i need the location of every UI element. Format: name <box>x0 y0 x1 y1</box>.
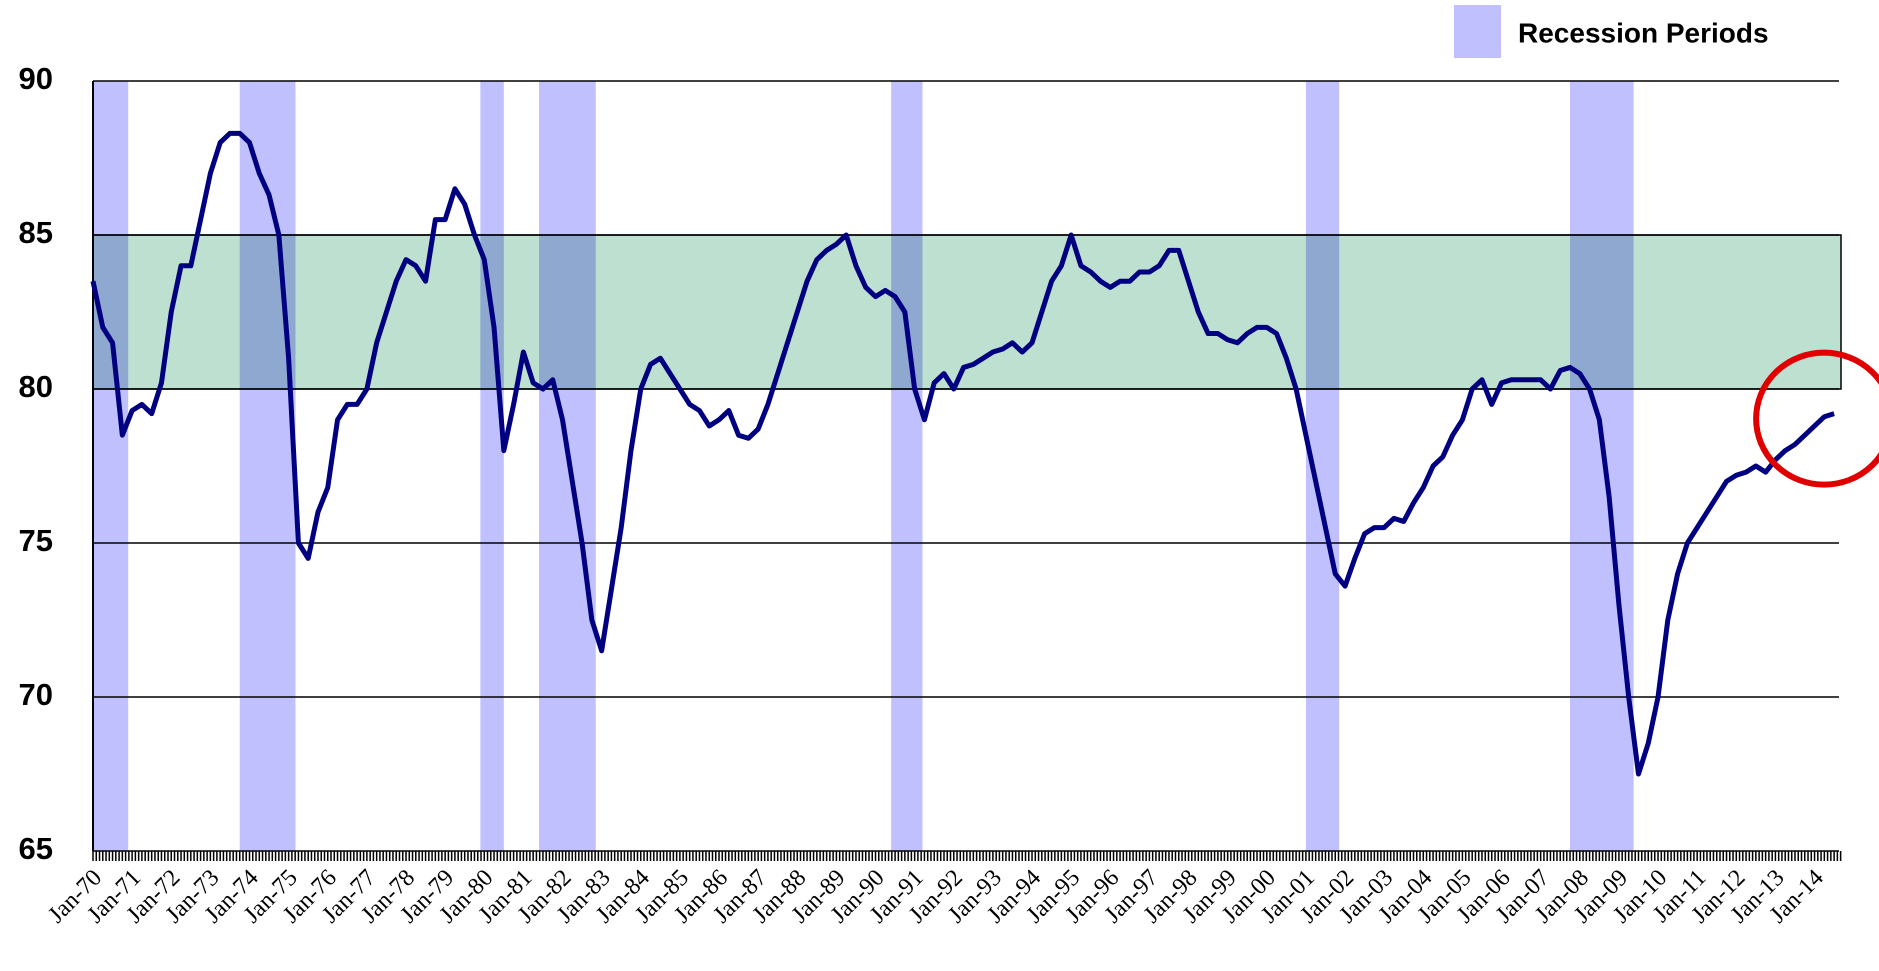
y-tick-label: 90 <box>19 61 53 96</box>
legend-label: Recession Periods <box>1518 17 1769 48</box>
recession-band <box>1570 81 1634 851</box>
recession-band <box>480 81 504 851</box>
y-tick-label: 85 <box>19 215 53 250</box>
recession-band <box>891 81 923 851</box>
recession-band <box>93 81 129 851</box>
recession-band <box>239 81 296 851</box>
y-tick-label: 75 <box>19 523 53 558</box>
y-tick-label: 70 <box>19 677 53 712</box>
y-tick-label: 80 <box>19 369 53 404</box>
data-line <box>90 130 1835 777</box>
highlight-circle <box>1753 349 1879 488</box>
y-tick-label: 65 <box>19 831 53 866</box>
legend-swatch <box>1454 5 1501 58</box>
